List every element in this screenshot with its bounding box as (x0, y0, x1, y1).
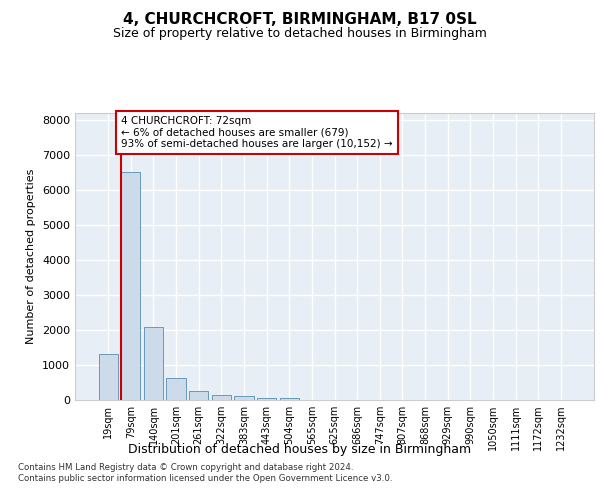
Text: 4, CHURCHCROFT, BIRMINGHAM, B17 0SL: 4, CHURCHCROFT, BIRMINGHAM, B17 0SL (123, 12, 477, 28)
Bar (166, 378, 186, 400)
Bar (144, 327, 163, 400)
Text: Distribution of detached houses by size in Birmingham: Distribution of detached houses by size … (128, 442, 472, 456)
Text: 4 CHURCHCROFT: 72sqm
← 6% of detached houses are smaller (679)
93% of semi-detac: 4 CHURCHCROFT: 72sqm ← 6% of detached ho… (121, 116, 393, 149)
Bar (98, 354, 118, 400)
Bar (121, 172, 140, 400)
Bar (280, 398, 299, 400)
Bar (212, 396, 231, 400)
Bar (257, 398, 276, 400)
Bar (235, 396, 254, 400)
Text: Contains HM Land Registry data © Crown copyright and database right 2024.: Contains HM Land Registry data © Crown c… (18, 462, 353, 471)
Y-axis label: Number of detached properties: Number of detached properties (26, 168, 37, 344)
Bar (189, 391, 208, 400)
Text: Size of property relative to detached houses in Birmingham: Size of property relative to detached ho… (113, 28, 487, 40)
Text: Contains public sector information licensed under the Open Government Licence v3: Contains public sector information licen… (18, 474, 392, 483)
